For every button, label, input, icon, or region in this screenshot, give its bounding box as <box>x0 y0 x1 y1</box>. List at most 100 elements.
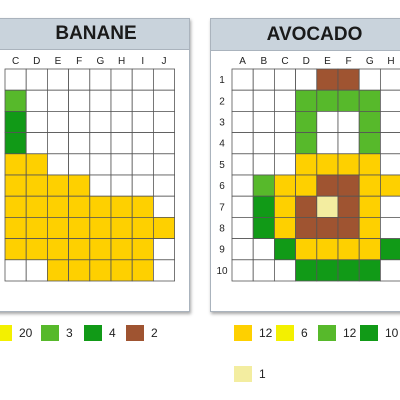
banane-column-label: C <box>12 56 19 67</box>
banane-cell <box>152 174 175 197</box>
avocado-cell <box>379 132 400 155</box>
avocado-cell <box>252 89 275 112</box>
banane-column-label: D <box>33 56 40 67</box>
avocado-cell <box>316 111 339 134</box>
banane-cell <box>25 132 48 155</box>
avocado-cell <box>316 238 339 261</box>
avocado-legend-swatch-4 <box>360 325 378 341</box>
avocado-cell <box>231 259 254 282</box>
avocado-legend-item-5: 1 <box>234 366 266 382</box>
avocado-panel: AVOCADO A B C D E F G H 1 2 3 4 5 6 7 8 9 10 <box>210 18 400 312</box>
banane-cell <box>68 174 91 197</box>
avocado-cell <box>337 68 360 91</box>
banane-grid: C D E F G H I J <box>4 56 175 282</box>
banane-cell <box>4 111 27 134</box>
banane-cell <box>89 259 112 282</box>
avocado-legend-count-5: 1 <box>259 367 266 381</box>
banane-legend-item-2: 3 <box>41 325 73 341</box>
banane-cell <box>25 195 48 218</box>
banane-cell <box>25 68 48 91</box>
banane-panel: BANANE C D E F G H I J <box>0 18 190 312</box>
avocado-cell <box>295 216 318 239</box>
avocado-cell <box>337 153 360 176</box>
avocado-cell <box>316 89 339 112</box>
banane-cell <box>152 89 175 112</box>
banane-cell <box>131 68 154 91</box>
banane-cell <box>68 111 91 134</box>
avocado-cell <box>358 216 381 239</box>
banane-cell <box>25 238 48 261</box>
banane-column-label: I <box>141 56 144 67</box>
banane-cell <box>110 238 133 261</box>
banane-legend-swatch-1 <box>0 325 12 341</box>
avocado-cell <box>316 216 339 239</box>
avocado-cell <box>337 216 360 239</box>
banane-cell <box>68 89 91 112</box>
avocado-cell <box>231 174 254 197</box>
banane-cell <box>89 153 112 176</box>
avocado-cell <box>274 89 297 112</box>
banane-title: BANANE <box>0 19 189 50</box>
avocado-cell <box>358 174 381 197</box>
banane-cell <box>131 111 154 134</box>
avocado-cell <box>379 68 400 91</box>
banane-cell <box>25 216 48 239</box>
avocado-cell <box>316 68 339 91</box>
banane-cell <box>4 238 27 261</box>
avocado-cell <box>358 259 381 282</box>
banane-cell <box>47 153 70 176</box>
banane-cell <box>89 195 112 218</box>
avocado-legend-swatch-2 <box>276 325 294 341</box>
banane-cell <box>47 259 70 282</box>
avocado-cell <box>358 111 381 134</box>
banane-cell <box>110 216 133 239</box>
avocado-cell <box>295 68 318 91</box>
banane-cell <box>152 68 175 91</box>
avocado-row-label: 8 <box>219 224 225 235</box>
avocado-cell <box>337 174 360 197</box>
banane-cell <box>110 153 133 176</box>
avocado-column-label: B <box>260 56 267 67</box>
avocado-cell <box>231 111 254 134</box>
avocado-cell <box>337 111 360 134</box>
avocado-cell <box>231 89 254 112</box>
banane-cell <box>25 174 48 197</box>
banane-legend-swatch-3 <box>84 325 102 341</box>
banane-legend-count-4: 2 <box>151 326 158 340</box>
banane-cell <box>47 68 70 91</box>
avocado-legend-count-2: 6 <box>301 326 308 340</box>
avocado-cell <box>337 195 360 218</box>
avocado-cell <box>337 89 360 112</box>
avocado-cell <box>274 132 297 155</box>
avocado-column-label: C <box>281 56 288 67</box>
avocado-legend-count-3: 12 <box>343 326 357 340</box>
avocado-cell <box>295 259 318 282</box>
banane-cell <box>131 259 154 282</box>
avocado-row-label: 6 <box>219 181 225 192</box>
avocado-cell <box>316 259 339 282</box>
banane-cell <box>4 259 27 282</box>
avocado-cell <box>252 68 275 91</box>
avocado-cell <box>379 89 400 112</box>
avocado-cell <box>379 111 400 134</box>
avocado-cell <box>358 89 381 112</box>
banane-column-label: H <box>118 56 125 67</box>
banane-cell <box>47 89 70 112</box>
banane-cell <box>152 259 175 282</box>
banane-cell <box>89 132 112 155</box>
avocado-cell <box>316 132 339 155</box>
avocado-column-label: D <box>303 56 310 67</box>
banane-cell <box>89 68 112 91</box>
banane-cell <box>152 216 175 239</box>
avocado-cell <box>231 153 254 176</box>
avocado-row-label: 10 <box>216 266 228 277</box>
avocado-row-label: 2 <box>219 96 225 107</box>
avocado-cell <box>295 153 318 176</box>
avocado-cell <box>316 174 339 197</box>
avocado-cell <box>231 132 254 155</box>
banane-cell <box>68 68 91 91</box>
banane-cell <box>89 89 112 112</box>
avocado-legend-item-1: 12 <box>234 325 272 341</box>
avocado-cell <box>358 68 381 91</box>
banane-cell <box>131 195 154 218</box>
